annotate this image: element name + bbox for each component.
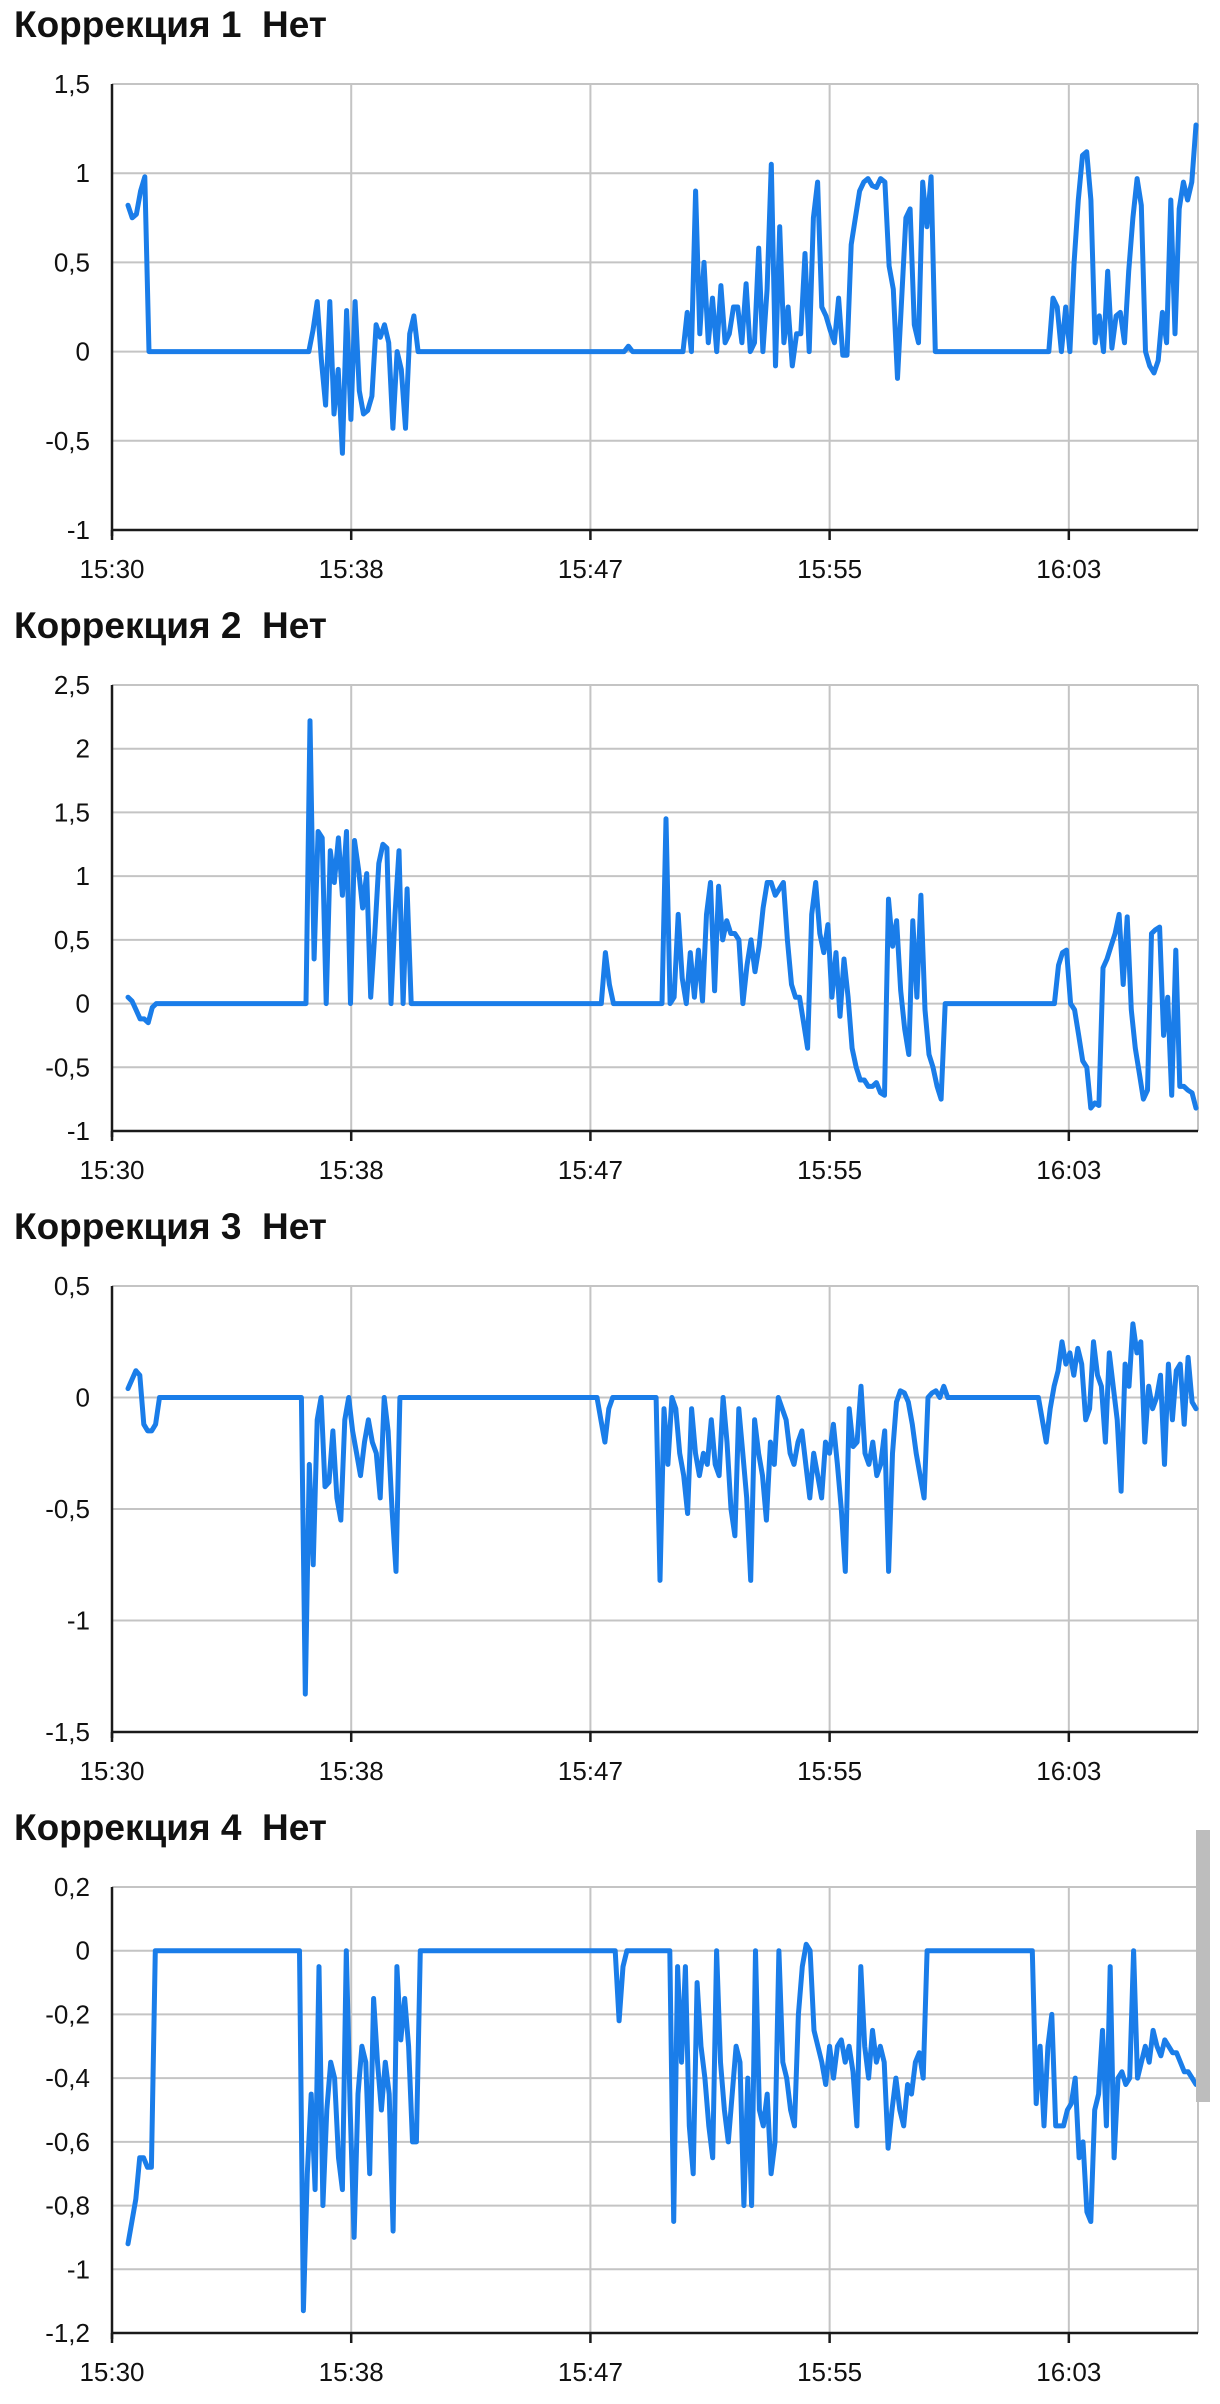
y-tick-label: 1,5 (54, 797, 90, 827)
y-tick-label: 2,5 (54, 670, 90, 700)
x-tick-label: 16:03 (1036, 1756, 1101, 1786)
x-tick-label: 15:38 (319, 554, 384, 584)
x-tick-label: 15:30 (79, 2357, 144, 2387)
chart-title: Коррекция 4 Нет (14, 1807, 327, 1848)
x-tick-label: 16:03 (1036, 1155, 1101, 1185)
series-line (125, 1941, 1199, 2314)
y-tick-label: -1 (67, 515, 90, 545)
y-tick-label: 0,5 (54, 925, 90, 955)
series-line (125, 122, 1199, 456)
x-tick-label: 15:30 (79, 1155, 144, 1185)
x-tick-label: 16:03 (1036, 2357, 1101, 2387)
series-line (125, 1321, 1199, 1697)
x-tick-label: 15:55 (797, 554, 862, 584)
x-tick-label: 15:55 (797, 2357, 862, 2387)
x-tick-label: 15:55 (797, 1756, 862, 1786)
y-tick-label: 0,5 (54, 247, 90, 277)
x-tick-label: 15:38 (319, 1756, 384, 1786)
y-tick-label: 0,5 (54, 1271, 90, 1301)
y-tick-label: -0,5 (45, 1052, 90, 1082)
x-tick-label: 15:47 (558, 1155, 623, 1185)
y-tick-label: -0,6 (45, 2127, 90, 2157)
y-tick-label: 0 (76, 989, 90, 1019)
chart-title: Коррекция 1 Нет (14, 4, 327, 45)
x-tick-label: 15:47 (558, 1756, 623, 1786)
chart-panel-1: Коррекция 1 Нет 1,5 1 0,5 0 -0,5 -1 15:30 15:38… (0, 0, 1220, 600)
scrollbar-thumb[interactable] (1196, 1830, 1210, 2102)
y-tick-label: 0 (76, 1936, 90, 1966)
x-tick-label: 15:47 (558, 554, 623, 584)
chart-title: Коррекция 3 Нет (14, 1206, 327, 1247)
x-tick-label: 15:55 (797, 1155, 862, 1185)
chart-svg: 0,5 0 -0,5 -1 -1,5 15:30 15:38 15:47 15:55 16:03 (45, 1271, 1199, 1786)
y-tick-label: 0,2 (54, 1872, 90, 1902)
x-tick-label: 15:38 (319, 2357, 384, 2387)
chart-title: Коррекция 2 Нет (14, 605, 327, 646)
y-tick-label: -0,4 (45, 2063, 90, 2093)
chart-svg: 2,5 2 1,5 1 0,5 0 -0,5 -1 15:30 15:38 15:47 15:55 16… (45, 670, 1199, 1185)
y-tick-label: -1 (67, 2254, 90, 2284)
y-tick-label: 1 (76, 861, 90, 891)
x-tick-label: 15:30 (79, 1756, 144, 1786)
chart-svg: 1,5 1 0,5 0 -0,5 -1 15:30 15:38 15:47 15:55 16:03 (45, 69, 1199, 584)
x-tick-label: 15:38 (319, 1155, 384, 1185)
chart-panel-2: Коррекция 2 Нет 2,5 2 1,5 1 0,5 0 -0,5 -1 15:30 1… (0, 601, 1220, 1201)
y-tick-label: -0,2 (45, 1999, 90, 2029)
chart-panel-4: Коррекция 4 Нет 0,2 0 -0,2 -0,4 -0,6 -0,8 -1 -1… (0, 1803, 1220, 2403)
y-tick-label: -0,5 (45, 1494, 90, 1524)
y-tick-label: -1 (67, 1606, 90, 1636)
series-line (125, 718, 1199, 1111)
x-tick-label: 15:47 (558, 2357, 623, 2387)
y-tick-label: -1 (67, 1116, 90, 1146)
y-tick-label: 1 (76, 158, 90, 188)
y-tick-label: 1,5 (54, 69, 90, 99)
y-tick-label: -1,5 (45, 1717, 90, 1747)
y-tick-label: 0 (76, 1383, 90, 1413)
chart-panel-3: Коррекция 3 Нет 0,5 0 -0,5 -1 -1,5 15:30 15:38… (0, 1202, 1220, 1802)
y-tick-label: -0,8 (45, 2191, 90, 2221)
x-tick-label: 16:03 (1036, 554, 1101, 584)
y-tick-label: 2 (76, 734, 90, 764)
y-tick-label: -1,2 (45, 2318, 90, 2348)
y-tick-label: -0,5 (45, 426, 90, 456)
y-tick-label: 0 (76, 337, 90, 367)
x-tick-label: 15:30 (79, 554, 144, 584)
chart-svg: 0,2 0 -0,2 -0,4 -0,6 -0,8 -1 -1,2 15:30 15:38 15:4… (45, 1872, 1199, 2387)
